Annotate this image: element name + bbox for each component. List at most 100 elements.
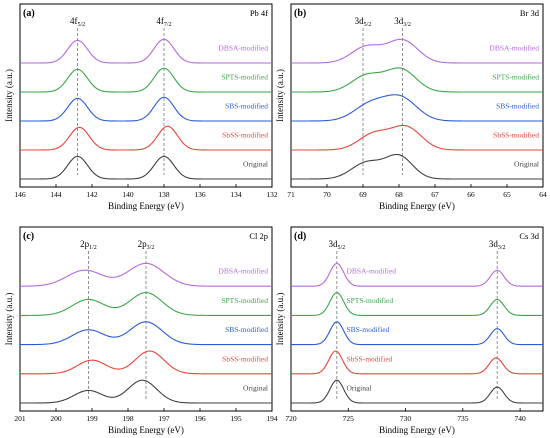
- x-tick-label: 65: [503, 190, 511, 199]
- panel-b: 71 70 69 68 67 66 65 64 Binding Energy (eV) Inten…: [275, 3, 547, 211]
- series-line: [20, 38, 272, 64]
- x-tick-label: 64: [539, 190, 547, 199]
- x-tick-label: 195: [230, 414, 242, 423]
- x-tick-label: 69: [359, 190, 367, 199]
- peak-label: 3d5/2: [328, 239, 345, 251]
- series-label: SbSS-modified: [493, 131, 539, 140]
- series-label: DBSA-modified: [218, 267, 268, 276]
- x-tick-label: 200: [50, 414, 62, 423]
- x-tick-label: 136: [194, 190, 206, 199]
- series-line: [20, 292, 272, 316]
- x-tick-label: 71: [287, 190, 295, 199]
- x-axis-label: Binding Energy (eV): [108, 425, 184, 435]
- x-tick-label: 138: [158, 190, 170, 199]
- series-line: [291, 350, 543, 375]
- x-tick-label: 134: [230, 190, 242, 199]
- x-tick-label: 199: [86, 414, 98, 423]
- series-label: Original: [243, 383, 268, 392]
- x-tick-label: 68: [395, 190, 403, 199]
- x-tick-label: 735: [457, 414, 469, 423]
- x-axis-label: Binding Energy (eV): [379, 425, 455, 435]
- x-tick-label: 197: [158, 414, 170, 423]
- y-axis-label: Intensity (a.u.): [275, 293, 285, 346]
- panel-a: 146 144 142 140 138 136 134 132 Binding Energy (…: [4, 3, 278, 211]
- series-label: SPTS-modified: [492, 73, 539, 82]
- y-axis-label: Intensity (a.u.): [275, 69, 285, 122]
- peak-label: 2p3/2: [138, 239, 155, 251]
- series-line: [20, 67, 272, 93]
- series-label: SPTS-modified: [346, 296, 393, 305]
- x-tick-label: 140: [122, 190, 134, 199]
- series-line: [291, 38, 543, 64]
- x-tick-label: 144: [50, 190, 62, 199]
- panel-c: 201 200 199 198 197 196 195 194 Binding Energy (…: [4, 226, 278, 435]
- series-line: [20, 125, 272, 151]
- y-axis-label: Intensity (a.u.): [4, 293, 14, 346]
- series-line: [19, 262, 272, 287]
- series-line: [20, 96, 272, 122]
- x-tick-label: 194: [266, 414, 278, 423]
- plot-frame: [290, 3, 544, 188]
- peak-label: 4f7/2: [156, 16, 171, 28]
- panel-letter: (b): [294, 8, 306, 19]
- element-label: Cl 2p: [249, 231, 268, 241]
- series-line: [291, 379, 543, 404]
- x-tick-label: 198: [122, 414, 134, 423]
- series-line: [20, 379, 272, 404]
- series-label: SBS-modified: [225, 102, 268, 111]
- series-label: SPTS-modified: [221, 296, 268, 305]
- x-tick-label: 142: [86, 190, 98, 199]
- series-label: Original: [346, 383, 371, 392]
- series-line: [291, 262, 543, 287]
- element-label: Pb 4f: [250, 8, 268, 18]
- x-tick-label: 725: [343, 414, 355, 423]
- element-label: Cs 3d: [519, 231, 539, 241]
- series-line: [291, 321, 543, 346]
- x-axis-label: Binding Energy (eV): [379, 201, 455, 211]
- x-axis-label: Binding Energy (eV): [108, 201, 184, 211]
- series-label: SBS-modified: [346, 325, 389, 334]
- peak-label: 2p1/2: [80, 239, 97, 251]
- series-line: [291, 124, 543, 151]
- series-line: [291, 94, 543, 122]
- series-line: [291, 67, 543, 93]
- peak-label: 3d3/2: [394, 16, 411, 28]
- x-tick-label: 67: [431, 190, 439, 199]
- x-tick-label: 66: [467, 190, 475, 199]
- series-line: [20, 350, 272, 375]
- plot-frame: [290, 226, 544, 412]
- element-label: Br 3d: [520, 8, 540, 18]
- x-tick-label: 132: [266, 190, 278, 199]
- series-label: SPTS-modified: [221, 73, 268, 82]
- x-tick-label: 146: [14, 190, 26, 199]
- panel-letter: (c): [23, 231, 34, 242]
- series-label: SbSS-modified: [346, 354, 392, 363]
- series-line: [291, 292, 543, 316]
- x-tick-label: 70: [323, 190, 331, 199]
- x-tick-label: 196: [194, 414, 206, 423]
- series-line: [20, 321, 272, 346]
- panel-letter: (d): [294, 231, 306, 242]
- series-label: DBSA-modified: [218, 44, 268, 53]
- plot-frame: [19, 226, 273, 412]
- peak-label: 3d5/2: [355, 16, 372, 28]
- series-label: Original: [514, 160, 539, 169]
- x-tick-label: 720: [285, 414, 297, 423]
- x-tick-label: 730: [400, 414, 412, 423]
- series-label: Original: [243, 160, 268, 169]
- series-line: [20, 155, 272, 180]
- series-label: SbSS-modified: [222, 354, 268, 363]
- series-line: [291, 153, 543, 180]
- x-tick-label: 740: [514, 414, 526, 423]
- x-tick-label: 201: [14, 414, 26, 423]
- series-label: SBS-modified: [496, 102, 539, 111]
- series-label: SbSS-modified: [222, 131, 268, 140]
- plot-frame: [19, 3, 273, 188]
- series-label: DBSA-modified: [489, 44, 539, 53]
- series-label: DBSA-modified: [346, 267, 396, 276]
- peak-label: 4f5/2: [70, 16, 85, 28]
- peak-label: 3d3/2: [489, 239, 506, 251]
- panel-d: 720 725 730 735 740 Binding Energy (eV) Intens…: [275, 226, 544, 435]
- series-label: SBS-modified: [225, 325, 268, 334]
